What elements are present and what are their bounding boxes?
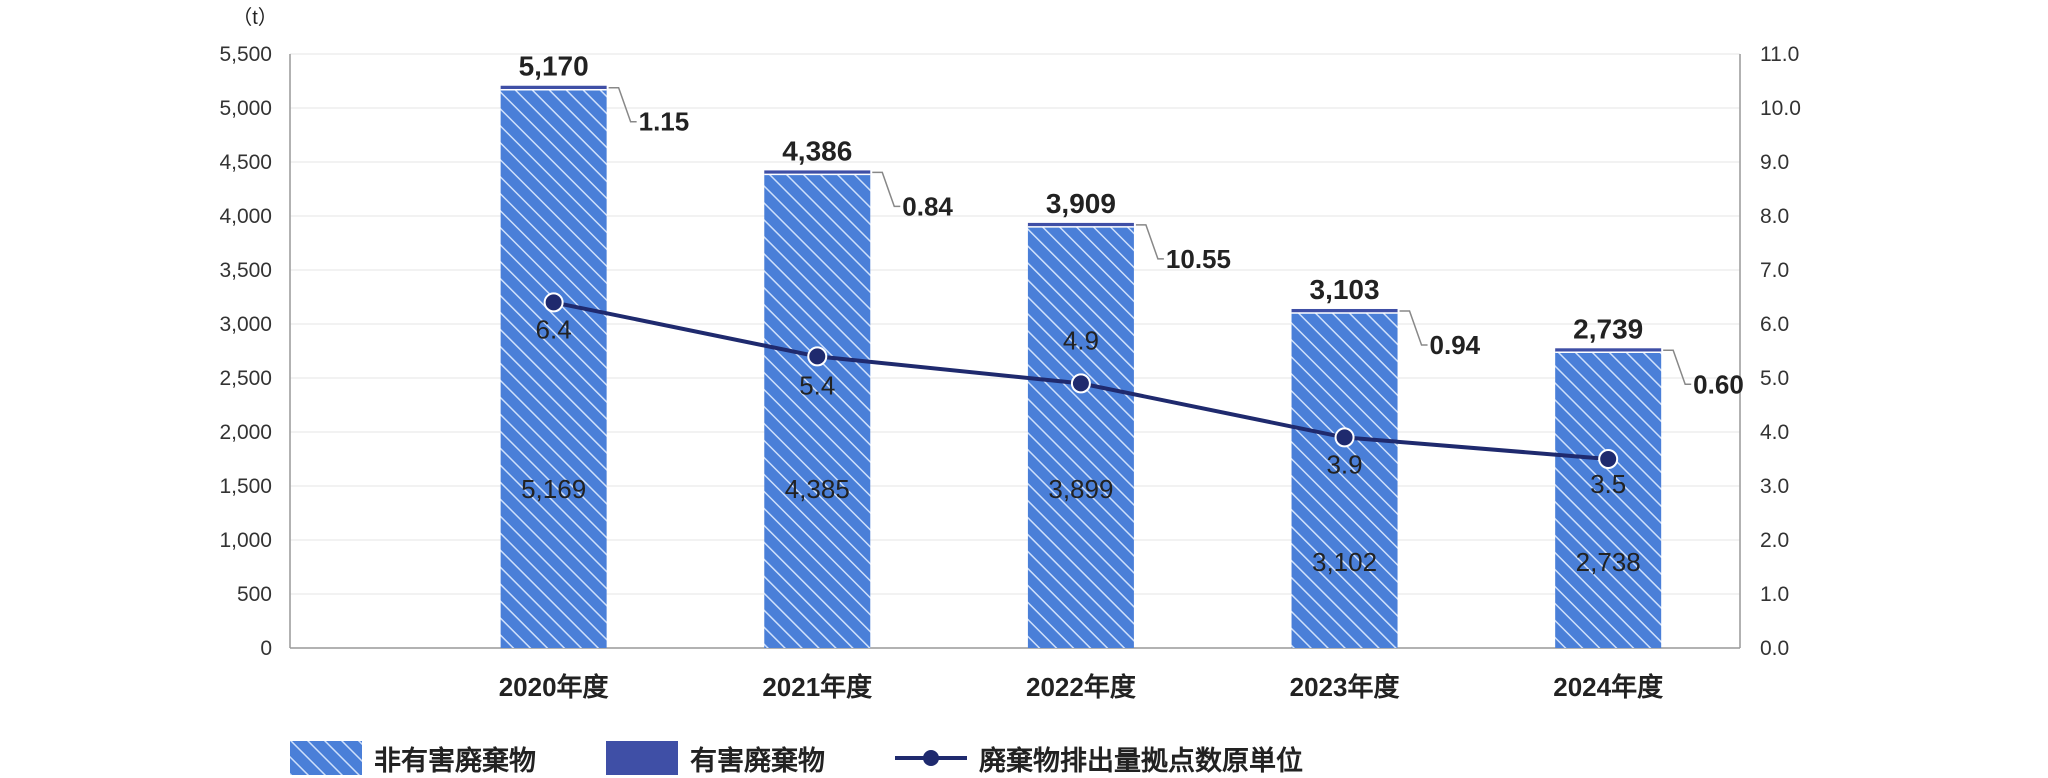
legend-label-non-hazardous: 非有害廃棄物 xyxy=(374,745,536,776)
hazardous-value-label: 0.84 xyxy=(902,191,953,221)
hazardous-leader-line xyxy=(1663,349,1692,386)
left-tick-label: 0 xyxy=(260,637,272,660)
bar-total-label: 3,909 xyxy=(1046,188,1116,219)
x-category-label: 2022年度 xyxy=(1026,672,1136,702)
non-hazardous-value-label: 4,385 xyxy=(785,474,850,504)
legend-item-intensity[interactable]: 廃棄物排出量拠点数原単位 xyxy=(895,739,1303,778)
left-tick-label: 4,000 xyxy=(219,205,272,228)
intensity-value-label: 3.9 xyxy=(1326,449,1362,479)
legend-item-non-hazardous[interactable]: 非有害廃棄物 xyxy=(290,739,536,778)
x-category-label: 2021年度 xyxy=(762,672,872,702)
right-tick-label: 7.0 xyxy=(1760,259,1789,282)
intensity-value-label: 5.4 xyxy=(799,370,835,400)
left-tick-label: 500 xyxy=(237,583,272,606)
hazardous-value-label: 0.94 xyxy=(1430,330,1481,360)
bar-hazardous xyxy=(1291,308,1398,313)
legend-label-hazardous: 有害廃棄物 xyxy=(690,745,825,776)
bar-non-hazardous xyxy=(1555,352,1662,648)
left-tick-label: 2,500 xyxy=(219,367,272,390)
bar-non-hazardous xyxy=(1291,312,1398,648)
intensity-point xyxy=(1070,373,1091,394)
left-tick-label: 5,500 xyxy=(219,43,272,66)
x-category-label: 2024年度 xyxy=(1553,672,1663,702)
right-tick-label: 0.0 xyxy=(1760,637,1789,660)
left-tick-label: 3,000 xyxy=(219,313,272,336)
x-category-label: 2023年度 xyxy=(1290,672,1400,702)
non-hazardous-value-label: 2,738 xyxy=(1576,547,1641,577)
left-tick-label: 4,500 xyxy=(219,151,272,174)
bar-hazardous xyxy=(764,170,871,175)
legend-swatch-non-hazardous xyxy=(290,741,362,775)
right-tick-label: 8.0 xyxy=(1760,205,1789,228)
hazardous-leader-line xyxy=(1135,224,1164,260)
hazardous-leader-line xyxy=(608,86,637,123)
bar-hazardous xyxy=(500,85,607,90)
bar-total-label: 3,103 xyxy=(1310,274,1380,305)
bar-total-label: 2,739 xyxy=(1573,313,1643,344)
intensity-point xyxy=(543,292,564,313)
bar-total-label: 5,170 xyxy=(519,51,589,82)
bar-non-hazardous xyxy=(764,174,871,649)
legend-label-intensity: 廃棄物排出量拠点数原単位 xyxy=(979,745,1303,776)
right-tick-label: 4.0 xyxy=(1760,421,1789,444)
legend-swatch-hazardous xyxy=(606,741,678,775)
intensity-point xyxy=(1334,427,1355,448)
right-tick-label: 9.0 xyxy=(1760,151,1789,174)
legend: 非有害廃棄物 有害廃棄物 廃棄物排出量拠点数原単位 xyxy=(290,738,1373,778)
hazardous-value-label: 1.15 xyxy=(639,107,690,137)
left-tick-label: 5,000 xyxy=(219,97,272,120)
bar-hazardous xyxy=(1027,222,1134,227)
left-axis-unit: （t） xyxy=(232,6,278,29)
intensity-value-label: 6.4 xyxy=(536,314,572,344)
hazardous-leader-line xyxy=(872,171,901,208)
right-tick-label: 10.0 xyxy=(1760,97,1801,120)
right-tick-label: 6.0 xyxy=(1760,313,1789,336)
non-hazardous-value-label: 3,899 xyxy=(1048,474,1113,504)
right-tick-label: 3.0 xyxy=(1760,475,1789,498)
x-category-label: 2020年度 xyxy=(499,672,609,702)
bar-hazardous xyxy=(1555,348,1662,353)
intensity-value-label: 4.9 xyxy=(1063,325,1099,355)
right-tick-label: 5.0 xyxy=(1760,367,1789,390)
legend-item-hazardous[interactable]: 有害廃棄物 xyxy=(606,739,825,778)
non-hazardous-value-label: 5,169 xyxy=(521,474,586,504)
hazardous-value-label: 0.60 xyxy=(1693,369,1744,399)
left-tick-label: 3,500 xyxy=(219,259,272,282)
intensity-point xyxy=(807,346,828,367)
bar-total-label: 4,386 xyxy=(782,135,852,166)
bar-non-hazardous xyxy=(500,89,607,649)
bar-non-hazardous xyxy=(1027,226,1134,648)
hazardous-leader-line xyxy=(1399,310,1428,346)
hazardous-value-label: 10.55 xyxy=(1166,244,1231,274)
left-tick-label: 2,000 xyxy=(219,421,272,444)
waste-chart: 0 500 1,000 1,500 2,000 2,500 3,000 3,500 4,000 4… xyxy=(219,6,1801,702)
non-hazardous-value-label: 3,102 xyxy=(1312,547,1377,577)
legend-swatch-intensity xyxy=(895,750,967,766)
right-tick-label: 11.0 xyxy=(1760,43,1799,66)
right-tick-label: 2.0 xyxy=(1760,529,1789,552)
intensity-value-label: 3.5 xyxy=(1590,469,1626,499)
right-tick-label: 1.0 xyxy=(1760,583,1789,606)
left-tick-label: 1,000 xyxy=(219,529,272,552)
left-tick-label: 1,500 xyxy=(219,475,272,498)
intensity-point xyxy=(1598,449,1619,469)
